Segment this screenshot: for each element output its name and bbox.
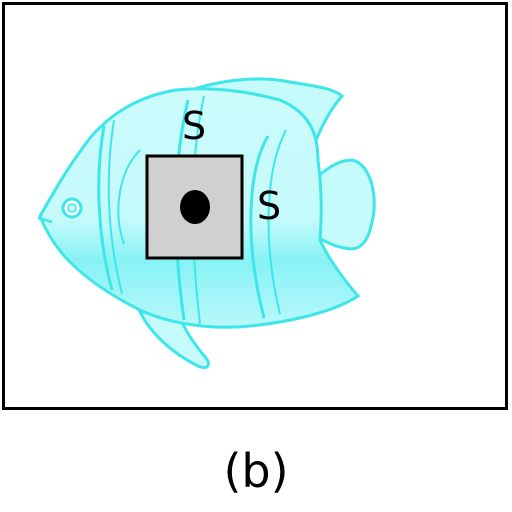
fish-stripe-1 [97,125,114,291]
fish-pupil [67,203,77,213]
center-dot [180,190,210,224]
diagram-frame [2,2,508,410]
fish-stripe-3 [249,135,270,319]
label-s-top: S [182,104,207,148]
fish-mouth [37,216,53,224]
label-s-right: S [257,184,282,228]
fish-stripe-3b [267,129,287,315]
fish-lower-fin [137,310,210,370]
figure-caption: (b) [223,444,289,498]
fish-gill [117,149,141,245]
fish-stripe-1b [107,119,123,295]
